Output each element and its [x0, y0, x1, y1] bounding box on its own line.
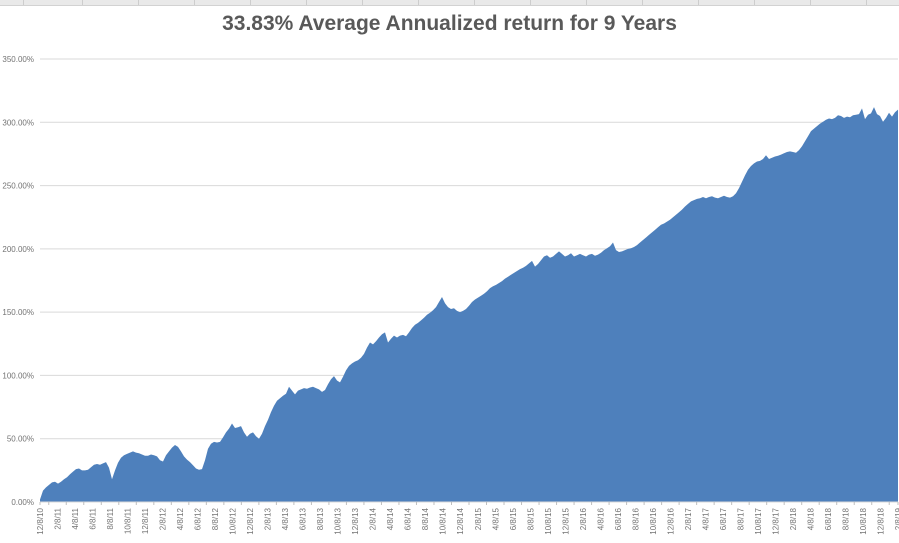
x-tick-label: 10/8/18 — [859, 507, 868, 534]
x-tick-label: 2/8/12 — [159, 507, 168, 530]
x-tick-label: 6/8/16 — [614, 507, 623, 530]
y-axis-labels: 350.00% 300.00% 250.00% 200.00% 150.00% 100.0… — [2, 55, 34, 507]
x-tick-label: 6/8/11 — [89, 507, 98, 529]
x-tick-label: 6/8/12 — [194, 507, 203, 530]
x-tick-label: 2/8/14 — [369, 507, 378, 530]
x-tick-label: 2/8/19 — [894, 507, 899, 530]
x-tick-label: 6/8/15 — [509, 507, 518, 530]
x-tick-label: 2/8/13 — [264, 507, 273, 530]
y-tick-label: 50.00% — [7, 435, 34, 444]
x-axis-ticks — [39, 502, 899, 505]
x-tick-label: 8/8/15 — [526, 507, 535, 530]
x-tick-label: 4/8/15 — [491, 507, 500, 530]
x-tick-label: 2/8/17 — [684, 507, 693, 530]
x-tick-label: 4/8/16 — [596, 507, 605, 530]
x-tick-label: 12/8/13 — [351, 507, 360, 534]
x-tick-label: 8/8/12 — [211, 507, 220, 530]
x-tick-label: 2/8/18 — [789, 507, 798, 530]
x-tick-label: 12/8/10 — [36, 507, 45, 534]
x-tick-label: 4/8/18 — [806, 507, 815, 530]
x-tick-label: 12/8/15 — [561, 507, 570, 534]
y-tick-label: 0.00% — [11, 498, 34, 507]
x-tick-label: 12/8/16 — [666, 507, 675, 534]
area-series — [40, 107, 898, 502]
y-tick-label: 100.00% — [2, 371, 34, 380]
chart-title: 33.83% Average Annualized return for 9 Y… — [222, 12, 677, 35]
x-tick-label: 6/8/14 — [404, 507, 413, 530]
spreadsheet-row-strip — [0, 0, 899, 6]
x-tick-label: 10/8/13 — [334, 507, 343, 534]
x-tick-label: 4/8/11 — [71, 507, 80, 529]
x-tick-label: 4/8/13 — [281, 507, 290, 530]
x-tick-label: 10/8/15 — [544, 507, 553, 534]
y-tick-label: 250.00% — [2, 182, 34, 191]
x-tick-label: 8/8/16 — [631, 507, 640, 530]
x-tick-label: 8/8/13 — [316, 507, 325, 530]
x-tick-label: 12/8/14 — [456, 507, 465, 534]
x-tick-label: 10/8/11 — [124, 507, 133, 534]
x-tick-label: 8/8/18 — [842, 507, 851, 530]
x-tick-label: 4/8/12 — [176, 507, 185, 530]
x-tick-label: 6/8/18 — [824, 507, 833, 530]
x-tick-label: 12/8/17 — [771, 507, 780, 534]
x-tick-label: 8/8/11 — [106, 507, 115, 529]
x-axis-labels: 12/8/10 2/8/11 4/8/11 6/8/11 8/8/11 10/8/11 12… — [36, 507, 899, 534]
x-tick-label: 8/8/17 — [736, 507, 745, 530]
x-tick-label: 2/8/16 — [579, 507, 588, 530]
x-tick-label: 10/8/17 — [754, 507, 763, 534]
x-tick-label: 4/8/14 — [386, 507, 395, 530]
x-tick-label: 10/8/12 — [229, 507, 238, 534]
x-tick-label: 12/8/12 — [246, 507, 255, 534]
y-tick-label: 150.00% — [2, 308, 34, 317]
y-tick-label: 200.00% — [2, 245, 34, 254]
y-tick-label: 350.00% — [2, 55, 34, 64]
x-tick-label: 2/8/15 — [474, 507, 483, 530]
x-tick-label: 10/8/16 — [649, 507, 658, 534]
x-tick-label: 2/8/11 — [54, 507, 63, 529]
x-tick-label: 6/8/13 — [299, 507, 308, 530]
x-tick-label: 10/8/14 — [439, 507, 448, 534]
y-tick-label: 300.00% — [2, 118, 34, 127]
x-tick-label: 4/8/17 — [701, 507, 710, 530]
x-tick-label: 12/8/11 — [141, 507, 150, 534]
x-tick-label: 6/8/17 — [719, 507, 728, 530]
x-tick-label: 8/8/14 — [421, 507, 430, 530]
x-tick-label: 12/8/18 — [877, 507, 886, 534]
